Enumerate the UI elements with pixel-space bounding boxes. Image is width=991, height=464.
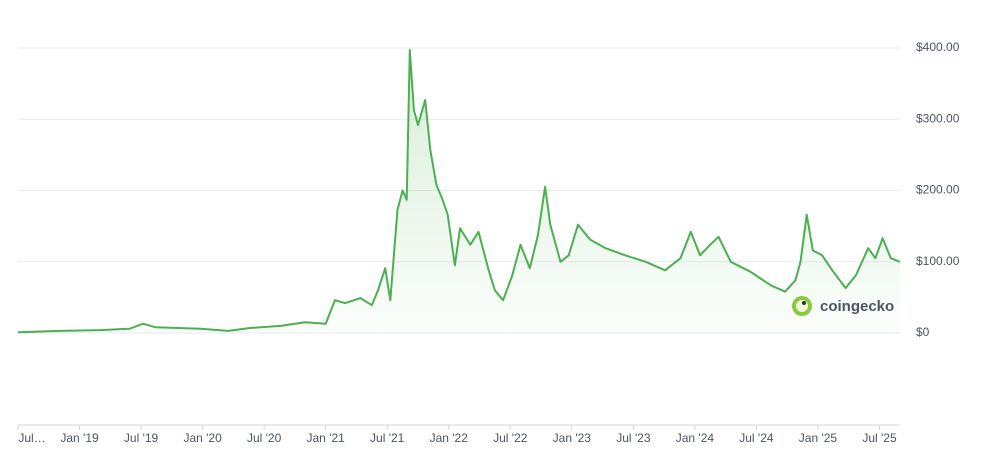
area	[18, 50, 900, 333]
x-tick-label: Jan '24	[676, 431, 715, 445]
x-tick-label: Jan '19	[60, 431, 99, 445]
watermark-logo	[792, 296, 812, 316]
x-tick-label: Jul '22	[493, 431, 528, 445]
x-tick-label: Jul…	[18, 431, 45, 445]
x-tick-label: Jan '25	[799, 431, 838, 445]
y-tick-label: $200.00	[916, 183, 960, 197]
x-tick-label: Jul '25	[862, 431, 897, 445]
y-tick-label: $300.00	[916, 111, 960, 125]
x-tick-label: Jan '20	[183, 431, 222, 445]
x-tick-label: Jul '24	[739, 431, 774, 445]
x-tick-label: Jan '22	[430, 431, 469, 445]
x-tick-label: Jul '19	[124, 431, 159, 445]
watermark: coingecko	[820, 298, 894, 315]
y-tick-label: $400.00	[916, 40, 960, 54]
x-tick-label: Jul '23	[616, 431, 651, 445]
y-tick-label: $0	[916, 325, 930, 339]
x-tick-label: Jan '23	[553, 431, 592, 445]
x-tick-label: Jul '21	[370, 431, 405, 445]
price-line	[17, 49, 901, 334]
x-tick-label: Jul '20	[247, 431, 282, 445]
x-tick-label: Jan '21	[307, 431, 346, 445]
y-tick-label: $100.00	[916, 254, 960, 268]
